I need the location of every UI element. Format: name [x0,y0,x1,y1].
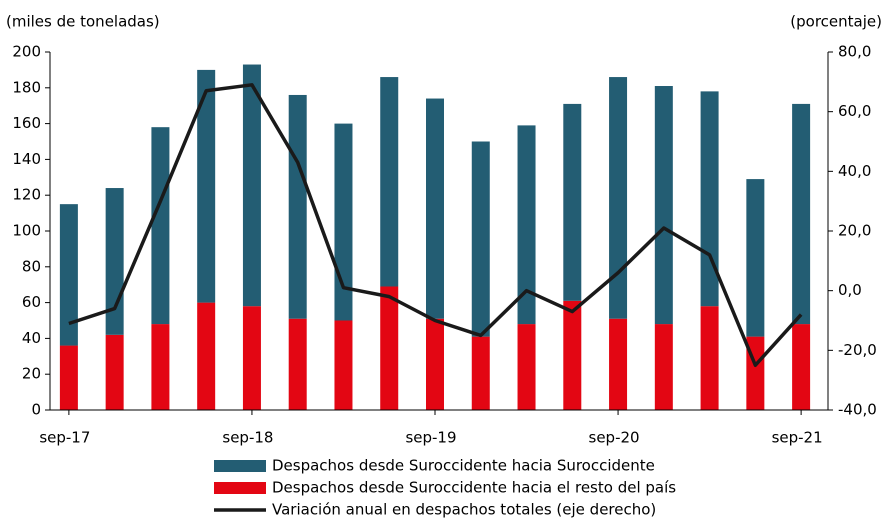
y2-axis-title: (porcentaje) [790,13,882,31]
y2-tick-label: -20,0 [838,341,877,359]
y-axis-title: (miles de toneladas) [6,13,160,31]
bar [471,336,490,410]
legend-label: Despachos desde Suroccidente hacia el re… [272,479,676,497]
bar [654,86,673,325]
bar [517,125,536,325]
legend-label: Despachos desde Suroccidente hacia Suroc… [272,457,655,475]
bar [105,334,124,410]
bar [792,103,811,325]
y-tick-label: 80 [22,257,41,275]
bar [105,188,124,335]
bar [609,318,628,410]
y2-tick-label: 40,0 [838,162,871,180]
bar [151,324,170,410]
bar [242,306,261,410]
y2-tick-label: 0,0 [838,281,862,299]
line [68,83,803,367]
bar [59,204,78,346]
bar [242,64,261,307]
bar [334,320,353,410]
y-tick-label: 60 [22,293,41,311]
x-tick-label: sep-20 [589,429,640,447]
y-tick-label: 140 [12,150,41,168]
legend-swatch [214,482,266,494]
y-tick-label: 200 [12,43,41,61]
y-tick-label: 160 [12,114,41,132]
y2-tick-label: 60,0 [838,102,871,120]
bar [197,69,216,303]
y2-tick-label: 20,0 [838,222,871,240]
bar [563,103,582,301]
bar [197,302,216,410]
bar [654,324,673,410]
bar [609,77,628,319]
y-tick-label: 20 [22,365,41,383]
bar [288,94,307,319]
bar [380,77,399,287]
legend-swatch [214,460,266,472]
y-tick-label: 40 [22,329,41,347]
bar [517,324,536,410]
y-tick-label: 180 [12,78,41,96]
y-tick-label: 100 [12,222,41,240]
x-tick-label: sep-17 [39,429,90,447]
bar [426,98,444,319]
legend-label: Variación anual en despachos totales (ej… [272,501,656,519]
bar [151,127,170,325]
y2-tick-label: 80,0 [838,43,871,61]
y-tick-label: 120 [12,186,41,204]
bar [471,141,490,337]
y2-tick-label: -40,0 [838,401,877,419]
x-tick-label: sep-18 [222,429,273,447]
x-tick-label: sep-21 [772,429,823,447]
bar [59,345,78,410]
bar [426,318,444,410]
y-tick-label: 0 [31,401,41,419]
bar [334,123,353,321]
bar [563,300,582,410]
bar [380,286,399,410]
bar [792,324,811,410]
bar [700,306,719,410]
bar [288,318,307,410]
bar [746,179,765,337]
x-tick-label: sep-19 [405,429,456,447]
